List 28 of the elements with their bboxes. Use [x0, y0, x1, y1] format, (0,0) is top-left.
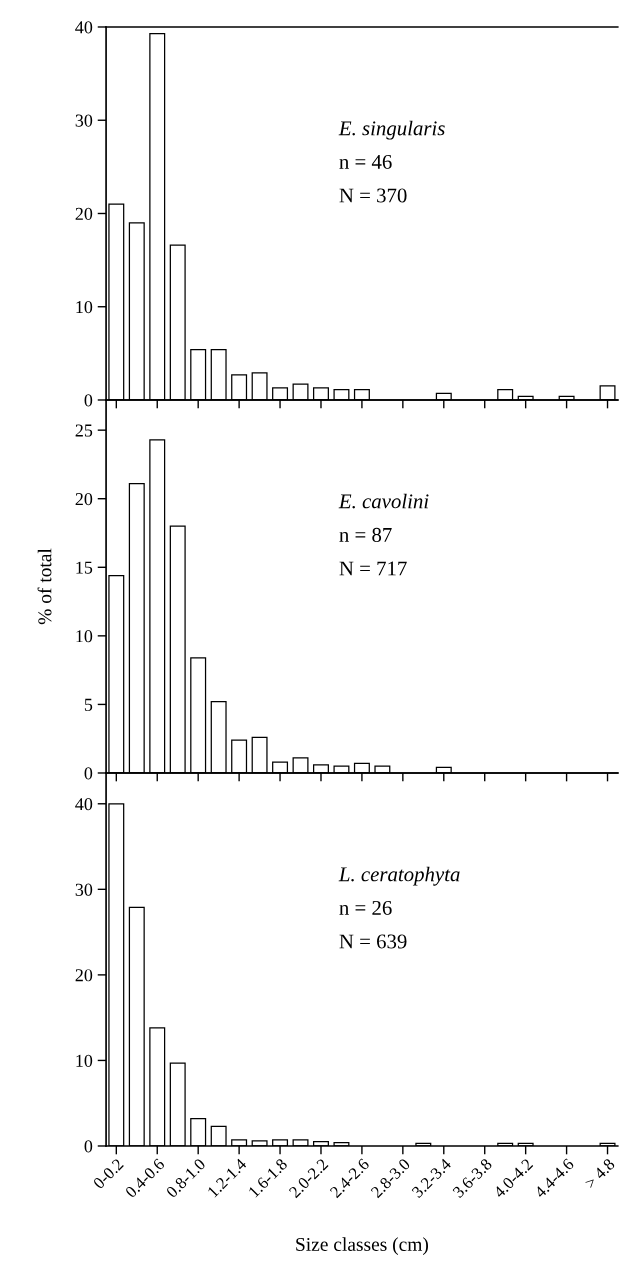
y-tick-label: 40	[75, 798, 93, 811]
y-tick-label: 30	[75, 114, 93, 127]
y-tick-label: 25	[75, 424, 93, 437]
y-tick-label: 20	[75, 969, 93, 982]
y-axis-title: % of total	[37, 548, 52, 625]
y-tick-label: 10	[76, 300, 93, 314]
y-tick-label: 10	[76, 630, 93, 643]
annotation: N = 370	[339, 188, 407, 203]
y-tick-label: 20	[75, 492, 93, 506]
y-tick-label: 20	[75, 207, 93, 220]
text: E. cavolini	[338, 493, 429, 509]
annotation: n = 46	[339, 154, 392, 169]
y-tick-label: 0	[84, 767, 93, 780]
annotation: N = 639	[339, 934, 407, 949]
annotation: n = 87	[339, 527, 392, 542]
text: L. ceratophyta	[338, 866, 460, 886]
annotation: n = 26	[339, 900, 392, 915]
annotation: N = 717	[339, 561, 407, 576]
y-tick-label: 30	[75, 883, 93, 896]
x-axis-title: Size classes (cm)	[296, 1237, 429, 1255]
y-tick-label: 10	[76, 1054, 93, 1067]
y-tick-label: 0	[84, 394, 93, 407]
y-tick-label: 40	[75, 21, 93, 34]
text: E. singularis	[338, 120, 445, 140]
x-tick-label: > 4.8	[584, 1157, 616, 1190]
y-tick-label: 15	[76, 561, 93, 574]
y-tick-label: 5	[84, 698, 93, 711]
y-tick-label: 0	[84, 1140, 93, 1153]
